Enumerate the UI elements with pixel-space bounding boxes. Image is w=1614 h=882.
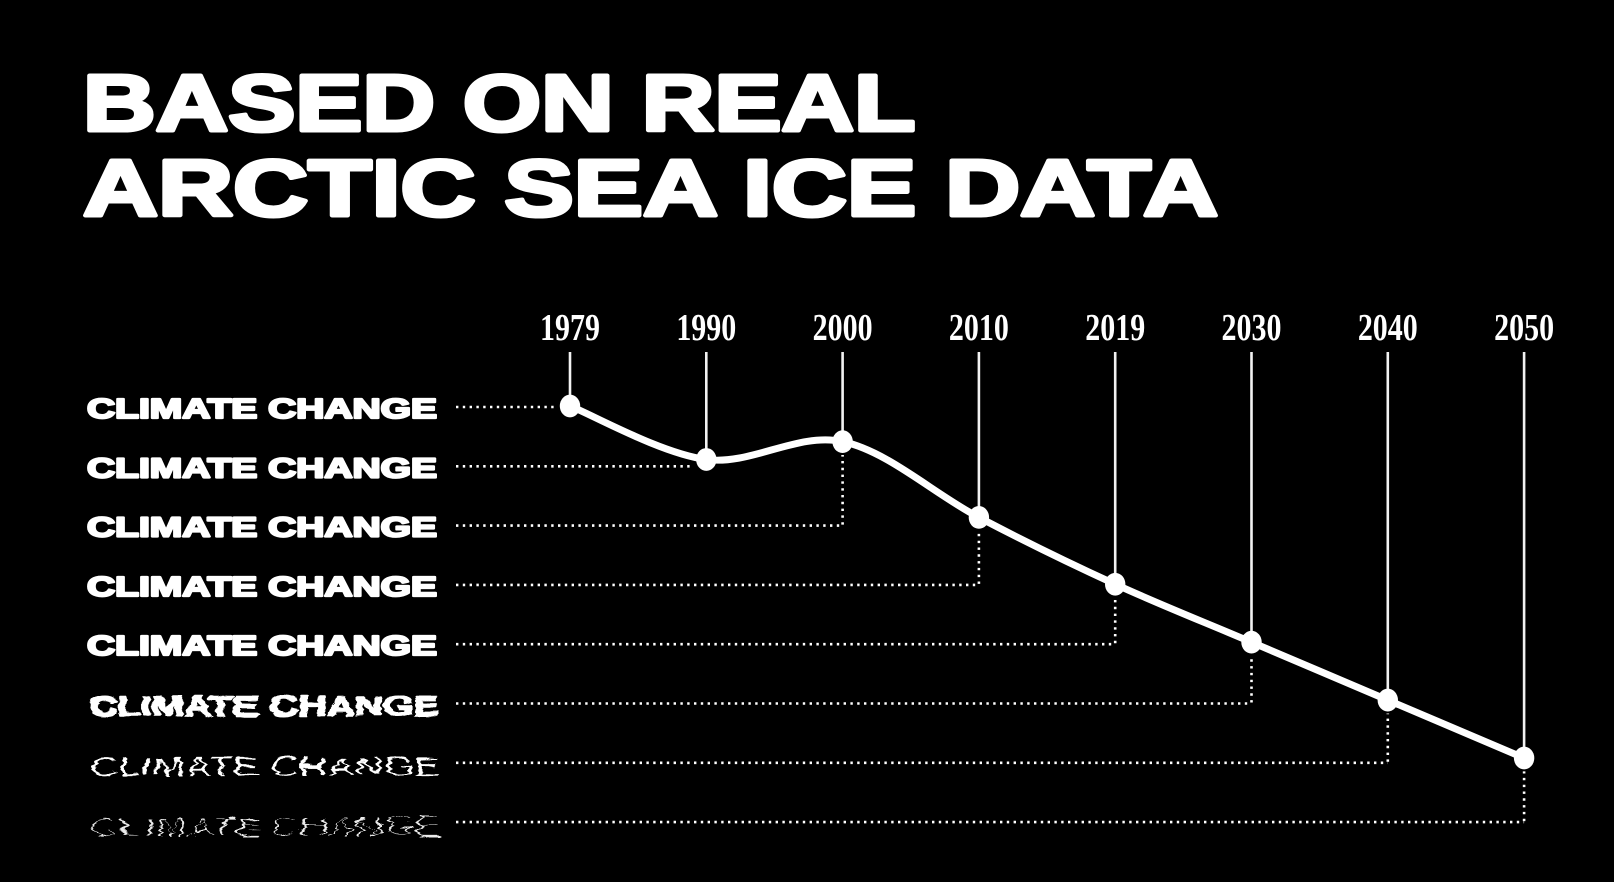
year-label-2019: 2019 [1085,308,1145,349]
climate-change-label-3: CLIMATE CHANGE [87,512,437,543]
year-label-1979: 1979 [540,308,600,349]
year-label-1990: 1990 [676,308,736,349]
data-point-2030 [1241,630,1262,654]
climate-change-label-8: CLIMATE CHANGE [87,808,437,839]
climate-change-label-1: CLIMATE CHANGE [87,393,437,424]
data-point-2010 [968,505,990,529]
chart-elements: CLIMATE CHANGE CLIMATE CHANGE CLIMATE CHAN… [86,308,1554,840]
data-point-1979 [559,394,581,418]
page-title-line-1: BASED ON REAL [83,59,915,148]
data-point-2050 [1513,746,1535,770]
data-point-2000 [832,430,853,454]
climate-change-label-6: CLIMATE CHANGE [87,690,437,721]
year-label-2050: 2050 [1494,308,1554,349]
climate-change-label-4: CLIMATE CHANGE [87,571,437,602]
climate-change-label-5: CLIMATE CHANGE [87,630,437,661]
sea-ice-trend-line [566,402,1528,762]
year-label-2010: 2010 [949,308,1009,349]
climate-change-label-2: CLIMATE CHANGE [87,453,437,484]
data-point-2019 [1105,572,1126,596]
year-label-2000: 2000 [813,308,873,349]
data-point-2040 [1377,688,1399,712]
climate-change-label-7: CLIMATE CHANGE [87,749,437,780]
year-label-2040: 2040 [1358,308,1418,349]
data-point-1990 [696,448,717,471]
year-label-2030: 2030 [1222,308,1282,349]
page-title-line-2: ARCTIC SEA ICE DATA [83,143,1218,233]
